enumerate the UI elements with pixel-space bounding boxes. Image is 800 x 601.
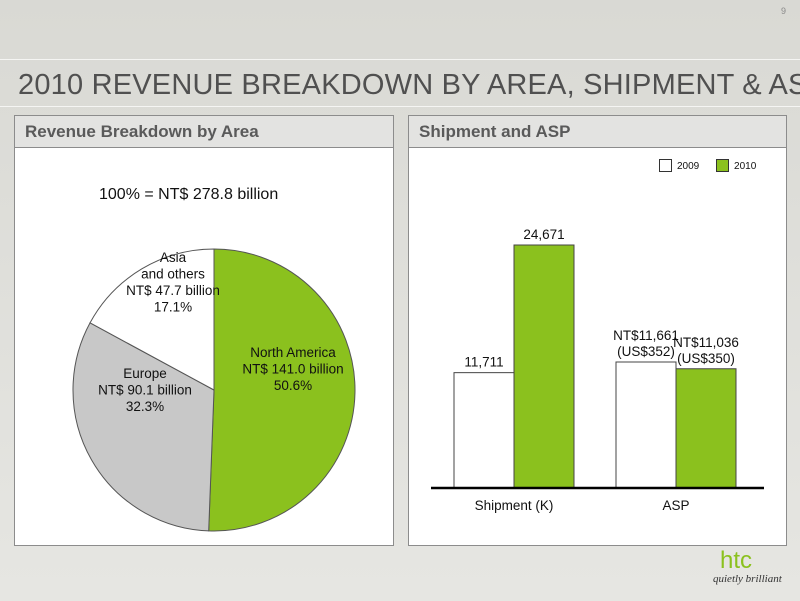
bar-label-shipment-2010-line: 24,671 (523, 227, 564, 242)
bar-legend: 2009 2010 (659, 159, 770, 173)
legend-swatch-2010 (716, 159, 730, 172)
pie-label-north-america-line: North America (250, 345, 336, 360)
pie-label-europe-line: 32.3% (126, 399, 164, 414)
revenue-panel: Revenue Breakdown by Area 100% = NT$ 278… (14, 115, 394, 546)
bar-label-asp-2010-line: NT$11,036 (673, 335, 739, 350)
pie-label-north-america: North America NT$ 141.0 billion 50.6% (242, 345, 343, 393)
bar-label-asp-2010: NT$11,036 (US$350) (673, 335, 739, 366)
title-top-rule (0, 59, 800, 60)
legend-label-2009: 2009 (677, 161, 700, 173)
slide-title: 2010 REVENUE BREAKDOWN BY AREA, SHIPMENT… (18, 69, 800, 101)
bar-label-shipment-2010: 24,671 (523, 227, 564, 242)
revenue-panel-header: Revenue Breakdown by Area (15, 116, 393, 148)
shipment-asp-bar-chart: 11,711 24,671 Shipment (K) NT$11,661 (US$352… (431, 227, 764, 513)
pie-slice-asia-and-others (89, 248, 215, 391)
pie-label-asia-and-others-line: 17.1% (154, 300, 192, 315)
pie-label-europe-line: NT$ 90.1 billion (98, 383, 192, 398)
htc-logo: htc quietly brilliant (713, 547, 793, 586)
legend-label-2010: 2010 (734, 161, 757, 173)
shipment-panel-header: Shipment and ASP (409, 116, 786, 148)
legend-item-2010: 2010 (716, 159, 757, 173)
bar-shipment-2010 (513, 244, 575, 489)
pie-slice-north-america (208, 248, 356, 532)
logo-tagline: quietly brilliant (713, 573, 782, 585)
x-tick-shipment: Shipment (K) (475, 498, 554, 513)
legend-swatch-2009 (659, 159, 672, 172)
bar-asp-2010 (675, 368, 737, 489)
pie-label-asia-and-others-line: and others (141, 267, 205, 282)
title-bottom-rule (0, 106, 800, 107)
revenue-total-label: 100% = NT$ 278.8 billion (99, 186, 279, 203)
pie-label-europe: Europe NT$ 90.1 billion 32.3% (98, 366, 192, 414)
bar-label-asp-2010-line: (US$350) (677, 351, 735, 366)
bar-shipment-2009 (453, 372, 515, 489)
pie-label-asia-and-others-line: NT$ 47.7 billion (126, 283, 220, 298)
pie-label-north-america-line: 50.6% (274, 378, 312, 393)
pie-label-north-america-line: NT$ 141.0 billion (242, 362, 343, 377)
pie-label-europe-line: Europe (123, 366, 167, 381)
page-number: 9 (780, 6, 786, 16)
bar-label-asp-2009-line: (US$352) (617, 344, 675, 359)
pie-label-asia-and-others: Asia and others NT$ 47.7 billion 17.1% (126, 250, 220, 315)
bar-label-asp-2009: NT$11,661 (US$352) (613, 328, 679, 359)
logo-wordmark: htc (720, 547, 753, 574)
shipment-panel: Shipment and ASP 2009 2010 11,711 24,671 S… (408, 115, 787, 546)
bar-asp-2009 (615, 361, 677, 489)
bar-label-shipment-2009: 11,711 (464, 355, 503, 370)
x-tick-asp: ASP (662, 498, 689, 513)
revenue-pie-chart: North America NT$ 141.0 billion 50.6% Europ… (72, 248, 356, 532)
bar-label-shipment-2009-line: 11,711 (464, 355, 503, 370)
bar-label-asp-2009-line: NT$11,661 (613, 328, 679, 343)
pie-label-asia-and-others-line: Asia (160, 250, 187, 265)
legend-item-2009: 2009 (659, 159, 700, 173)
pie-slice-europe (72, 322, 215, 532)
